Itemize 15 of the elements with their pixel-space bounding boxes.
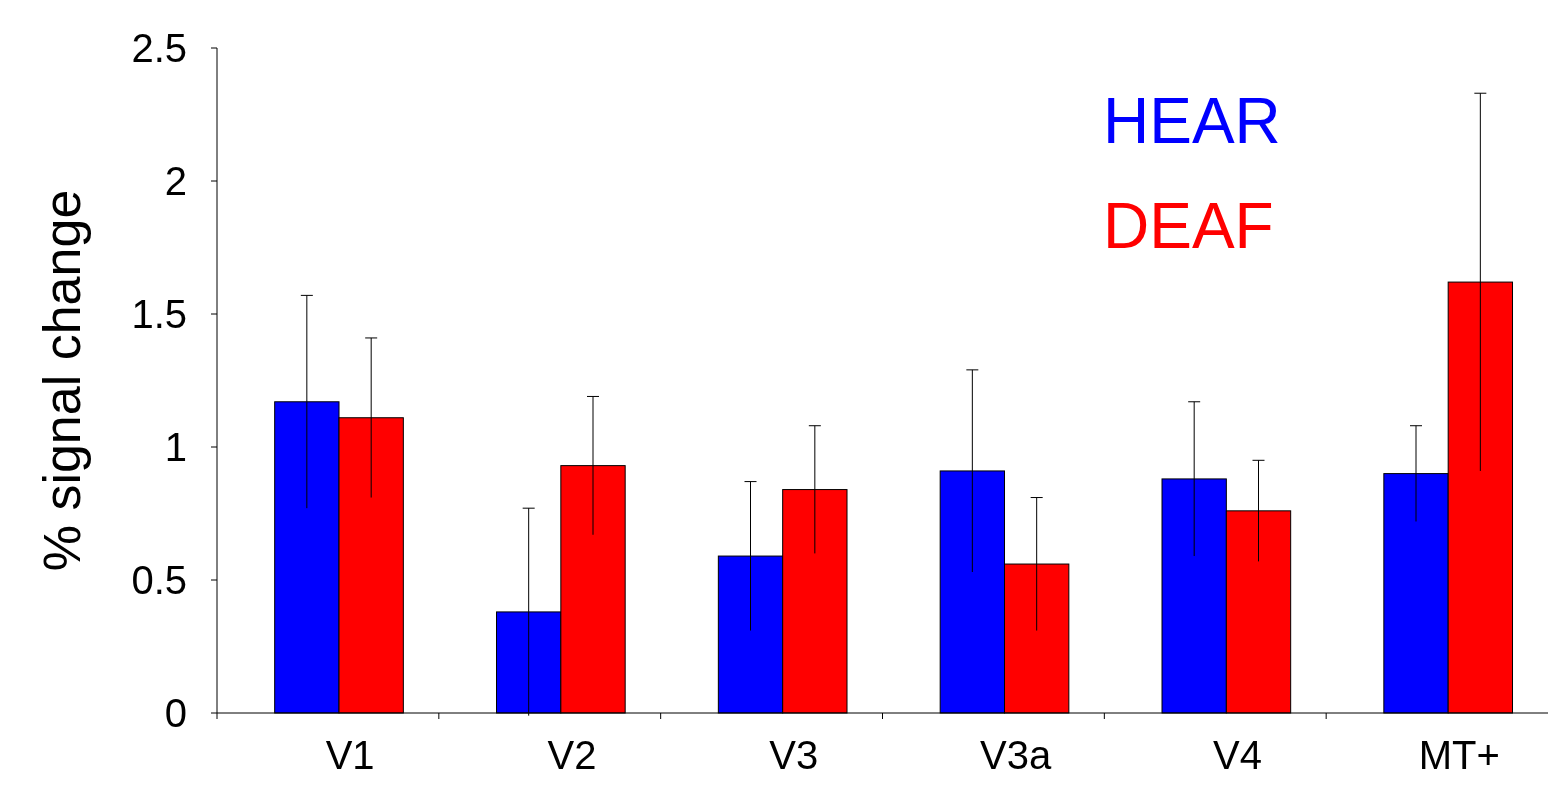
x-tick-label: V1: [325, 733, 375, 777]
y-tick-label: 2.5: [131, 26, 187, 70]
y-axis-title: % signal change: [33, 189, 91, 572]
text: HEAR: [1103, 85, 1281, 157]
x-tick-label: MT+: [1418, 733, 1500, 777]
y-tick-label: 1.5: [131, 292, 187, 336]
y-tick-label: 0: [164, 691, 187, 735]
x-tick-label: V3a: [980, 733, 1052, 777]
text: DEAF: [1103, 190, 1274, 262]
x-tick-label: V2: [547, 733, 597, 777]
y-tick-label: 1: [164, 425, 187, 469]
x-tick-label: V4: [1212, 733, 1262, 777]
x-tick-label: V3: [769, 733, 819, 777]
y-tick-label: 0.5: [131, 558, 187, 602]
y-tick-label: 2: [164, 159, 187, 203]
